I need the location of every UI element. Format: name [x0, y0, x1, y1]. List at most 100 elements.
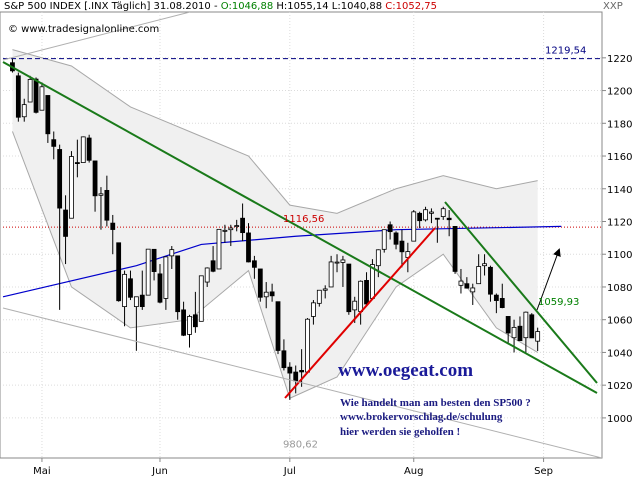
candle-body: [423, 209, 428, 221]
candle-body: [275, 301, 281, 351]
candle-body: [57, 149, 63, 209]
candle-body: [399, 240, 405, 253]
candle-body: [69, 156, 74, 219]
y-tick-label: 1080: [607, 283, 632, 294]
price-label: 980,62: [283, 440, 318, 451]
candle-body: [145, 248, 151, 296]
candle-body: [139, 294, 145, 308]
channel-line: [2, 307, 602, 458]
candle-body: [458, 280, 464, 286]
candle-body: [51, 139, 57, 147]
candle-body: [299, 370, 305, 373]
candle-body: [86, 137, 92, 161]
candle-body: [110, 222, 116, 230]
candle-body: [311, 302, 316, 317]
candle-body: [464, 283, 470, 289]
candle-body: [281, 350, 287, 369]
y-tick-label: 1020: [607, 381, 632, 392]
candle-body: [269, 291, 275, 297]
candle-body: [122, 273, 127, 308]
candle-body: [74, 162, 80, 164]
price-label: 1059,93: [538, 297, 579, 308]
candle-body: [246, 232, 251, 263]
candle-body: [505, 316, 511, 334]
candle-body: [228, 227, 234, 231]
y-tick-label: 1200: [607, 87, 632, 98]
candle-body: [181, 309, 186, 336]
candle-body: [157, 273, 163, 303]
x-tick-label: Sep: [534, 466, 553, 477]
candle-body: [470, 287, 476, 293]
candle-body: [434, 217, 440, 220]
candle-body: [257, 268, 263, 298]
candle-body: [222, 229, 228, 232]
candle-body: [216, 228, 222, 270]
header: S&P 500 INDEX [.INX Täglich] 31.08.2010 …: [4, 1, 437, 12]
x-tick-label: Mai: [33, 466, 51, 477]
header-open: O:1046,88: [221, 1, 273, 12]
candle-body: [198, 275, 204, 322]
candle-body: [305, 318, 310, 373]
y-tick-label: 1140: [607, 185, 632, 196]
level-label: 1219,54: [545, 46, 586, 57]
candle-body: [287, 366, 293, 374]
y-tick-label: 1120: [607, 217, 632, 228]
candle-body: [529, 314, 535, 339]
promo-line: hier werden sie geholfen !: [340, 426, 460, 438]
candle-body: [263, 291, 269, 298]
candle-body: [446, 217, 452, 221]
candle-body: [429, 211, 434, 214]
y-tick-label: 1160: [607, 152, 632, 163]
candle-body: [476, 266, 482, 285]
candle-body: [393, 232, 399, 245]
candle-body: [192, 314, 198, 328]
candle-body: [128, 278, 133, 298]
candle-body: [175, 255, 181, 313]
level-label: 1116,56: [283, 214, 324, 225]
candle-body: [21, 104, 27, 118]
candle-body: [133, 296, 139, 308]
candle-body: [98, 193, 104, 196]
candle-body: [535, 331, 541, 342]
candle-body: [116, 242, 122, 302]
candle-body: [381, 229, 387, 250]
y-tick-label: 1180: [607, 119, 632, 130]
candle-body: [387, 224, 393, 233]
candle-body: [92, 160, 98, 197]
y-tick-label: 1100: [607, 250, 632, 261]
header-close: C:1052,75: [385, 1, 437, 12]
candle-body: [151, 248, 157, 272]
candle-body: [15, 75, 21, 118]
candle-body: [493, 294, 499, 301]
candle-body: [375, 249, 381, 267]
promo-line: Wie handelt man am besten den SP500 ?: [340, 397, 531, 409]
candle-body: [163, 256, 169, 299]
promo-site: www.oegeat.com: [338, 360, 473, 381]
y-tick-label: 1060: [607, 316, 632, 327]
candle-body: [204, 267, 210, 283]
candle-body: [440, 208, 446, 217]
candle-body: [169, 249, 175, 257]
header-high-low: H:1055,14 L:1040,88: [276, 1, 382, 12]
candle-body: [187, 316, 192, 335]
candle-body: [210, 260, 216, 272]
candle-body: [328, 261, 334, 288]
y-tick-label: 1040: [607, 348, 632, 359]
promo-line: www.brokervorschlag.de/schulung: [340, 411, 503, 423]
trendline: [2, 61, 598, 394]
candle-body: [80, 136, 86, 163]
trendline: [444, 201, 598, 384]
candle-body: [511, 326, 517, 339]
candle-body: [240, 217, 246, 234]
candle-body: [523, 311, 529, 339]
y-tick-label: 1220: [607, 54, 632, 65]
x-tick-label: Jun: [151, 466, 168, 477]
candle-body: [352, 300, 358, 311]
candle-layer: [2, 58, 562, 400]
candle-body: [293, 371, 299, 382]
candle-body: [334, 261, 340, 264]
candle-body: [63, 209, 68, 237]
y-tick-label: 1000: [607, 414, 632, 425]
